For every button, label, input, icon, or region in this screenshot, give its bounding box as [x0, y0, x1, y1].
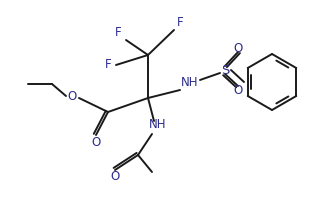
Text: O: O — [233, 42, 243, 55]
Text: O: O — [233, 84, 243, 97]
Text: F: F — [115, 25, 121, 38]
Text: NH: NH — [181, 75, 199, 89]
Text: NH: NH — [149, 118, 167, 132]
Text: O: O — [67, 90, 77, 102]
Text: F: F — [105, 59, 111, 71]
Text: O: O — [110, 171, 120, 183]
Text: S: S — [221, 63, 229, 76]
Text: F: F — [177, 16, 183, 28]
Text: O: O — [91, 137, 100, 149]
